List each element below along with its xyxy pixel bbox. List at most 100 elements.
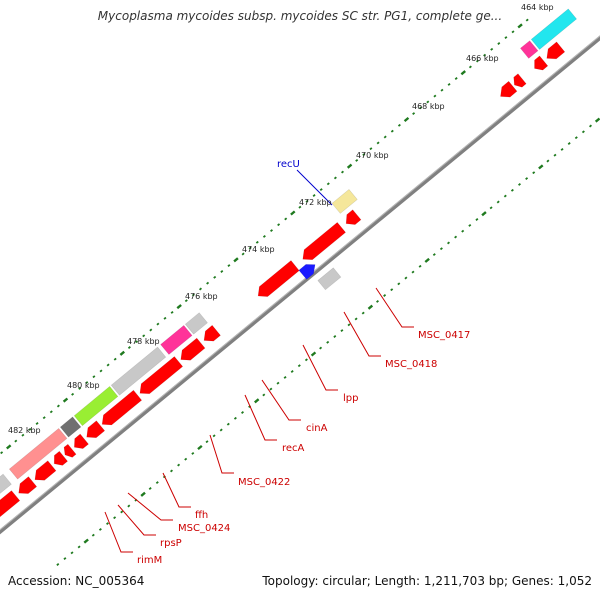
tick-mark [432,253,436,257]
tick-mark [481,211,487,217]
tick-mark [254,398,260,404]
tick-mark [290,210,296,216]
gene-colored[interactable] [8,427,68,480]
gene-red[interactable] [534,55,549,71]
gene-red[interactable] [180,337,206,361]
gene-label-recU[interactable]: recU [277,159,300,170]
gene-label-MSC_0417[interactable]: MSC_0417 [418,330,470,341]
tick-mark [361,311,365,315]
tick-mark [206,281,210,285]
gene-colored[interactable] [110,346,167,396]
tick-mark [290,370,294,373]
gene-colored[interactable] [530,8,578,50]
gene-red[interactable] [302,221,347,261]
tick-mark [433,94,437,98]
tick-mark [170,310,174,314]
tick-mark [71,392,75,396]
gene-colored[interactable] [73,385,119,427]
gene-red[interactable] [18,476,38,494]
gene-colored[interactable] [184,312,208,335]
tick-mark [113,516,117,520]
tick-mark [496,200,500,204]
gene-red[interactable] [139,356,184,395]
tick-mark [589,124,592,128]
tick-mark [99,369,103,373]
tick-mark [341,170,344,174]
callout-line [302,344,338,391]
gene-recU[interactable] [298,264,316,280]
gene-colored[interactable] [331,188,358,214]
tick-mark [468,65,472,69]
gene-red[interactable] [513,73,527,88]
gene-label-recA[interactable]: recA [282,443,305,454]
gene-red[interactable] [86,420,106,439]
gene-label-MSC_0422[interactable]: MSC_0422 [238,477,290,488]
tick-labels: 464 kbp 466 kbp 468 kbp 470 kbp 472 kbp … [8,3,554,435]
gene-label-rimM[interactable]: rimM [137,555,162,566]
gene-colored[interactable] [160,324,193,355]
tick-mark [594,117,600,123]
tick-mark [63,557,67,561]
callout-line [296,169,333,206]
tick-mark [212,434,216,438]
tick-mark [326,340,330,344]
tick-mark [106,522,109,526]
callout-line [104,511,133,553]
tick-mark [276,381,280,385]
callout-line [127,492,173,521]
topology-summary: Topology: circular; Length: 1,211,703 bp… [262,574,592,588]
tick-mark [120,510,124,514]
tick-label: 472 kbp [299,198,332,207]
tick-mark [241,252,245,256]
tick-mark [347,323,351,327]
tick-mark [460,70,466,76]
tick-mark [56,404,60,408]
tick-mark [538,164,544,170]
tick-mark [191,293,195,297]
tick-mark [28,427,32,431]
coordinate-ticks [0,18,600,566]
gene-colored[interactable] [519,40,539,59]
tick-mark [255,240,259,244]
tick-mark [411,270,415,274]
gene-red[interactable] [203,324,221,342]
gene-red[interactable] [53,450,69,466]
tick-mark [98,527,102,531]
gene-red[interactable] [34,460,57,481]
gene-red[interactable] [63,443,77,458]
tick-mark [163,316,167,320]
gene-colored[interactable] [59,416,82,438]
gene-red[interactable] [73,433,89,449]
tick-mark [319,188,323,192]
gene-label-MSC_0424[interactable]: MSC_0424 [178,523,230,534]
gene-label-rpsP[interactable]: rpsP [160,538,182,549]
tick-mark [191,451,195,455]
gene-label-MSC_0418[interactable]: MSC_0418 [385,359,437,370]
gene-red[interactable] [0,490,21,518]
gene-label-lpp[interactable]: lpp [343,393,358,404]
gene-red[interactable] [546,41,566,60]
callout-line [375,287,414,328]
gene-red[interactable] [500,80,518,98]
tick-mark [91,533,95,537]
gene-red[interactable] [257,260,300,297]
tick-mark [310,351,317,357]
tick-mark [355,158,359,162]
gene-features [0,8,578,518]
tick-mark [440,88,444,92]
gene-red[interactable] [345,209,362,225]
gene-label-cinA[interactable]: cinA [306,423,328,434]
tick-mark [426,100,430,104]
gene-red[interactable] [101,389,143,426]
tick-mark [197,444,203,451]
tick-mark [42,416,46,420]
tick-mark [248,246,252,250]
tick-mark [220,270,224,273]
gene-gray[interactable] [317,267,342,291]
gene-label-ffh[interactable]: ffh [195,510,208,521]
backbone-highlight [0,35,600,531]
tick-mark [219,428,223,432]
tick-mark [333,335,337,338]
tick-mark [106,363,110,367]
gene-colored[interactable] [0,473,12,503]
